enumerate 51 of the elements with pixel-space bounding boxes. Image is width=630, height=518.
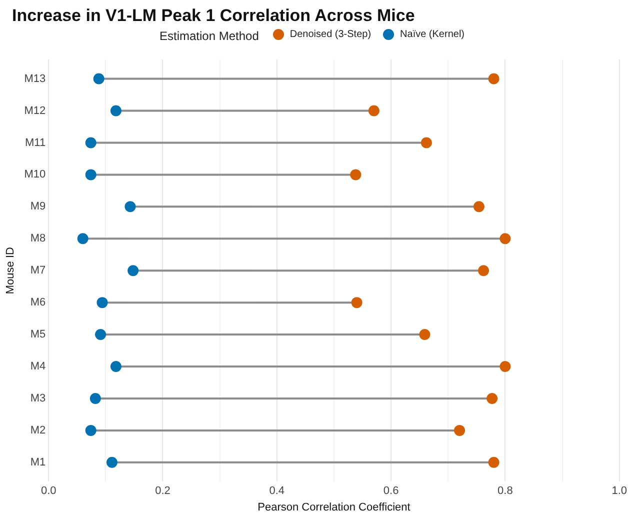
point	[500, 361, 511, 372]
y-tick-label: M12	[24, 104, 46, 117]
point	[95, 329, 106, 340]
point	[420, 137, 432, 148]
y-tick-label: M3	[30, 392, 46, 405]
chart-title: Increase in V1-LM Peak 1 Correlation Across Mice	[12, 6, 415, 26]
x-tick-label: 0.2	[155, 485, 170, 498]
point	[350, 169, 362, 180]
point	[488, 73, 500, 84]
point	[85, 137, 96, 148]
point	[85, 169, 96, 180]
point	[110, 105, 122, 116]
y-tick-label: M2	[30, 424, 46, 436]
y-tick-label: M8	[30, 232, 46, 245]
x-tick-label: 0.4	[269, 485, 285, 498]
point	[96, 297, 108, 308]
point	[419, 329, 430, 340]
y-axis-title: Mouse ID	[4, 247, 17, 294]
x-tick-label: 0.8	[498, 485, 513, 498]
legend-title: Estimation Method	[159, 29, 259, 43]
y-tick-label: M7	[30, 264, 46, 277]
point	[128, 265, 139, 276]
point	[478, 265, 490, 276]
point	[473, 201, 484, 212]
point	[368, 105, 380, 116]
point	[77, 233, 88, 244]
legend-label: Naïve (Kernel)	[400, 29, 464, 40]
point	[106, 456, 118, 468]
y-tick-label: M13	[24, 72, 46, 85]
point	[351, 297, 362, 308]
x-tick-label: 0.0	[40, 485, 56, 498]
x-tick-label: 1.0	[612, 485, 628, 498]
x-tick-label: 0.6	[383, 485, 399, 498]
point	[110, 361, 122, 372]
point	[90, 392, 101, 404]
y-tick-label: M6	[30, 296, 46, 309]
point	[124, 201, 136, 212]
y-tick-label: M10	[24, 168, 46, 181]
point	[454, 424, 466, 436]
point	[486, 392, 498, 404]
y-tick-label: M11	[25, 136, 46, 149]
point	[85, 424, 96, 436]
y-tick-label: M4	[30, 360, 46, 373]
y-tick-label: M1	[30, 456, 46, 468]
point	[93, 73, 104, 84]
y-tick-label: M5	[30, 328, 46, 341]
legend-label: Denoised (3-Step)	[290, 29, 372, 40]
y-tick-label: M9	[30, 200, 46, 213]
x-axis-title: Pearson Correlation Coefficient	[258, 501, 410, 514]
point	[500, 233, 511, 244]
point	[488, 456, 500, 468]
